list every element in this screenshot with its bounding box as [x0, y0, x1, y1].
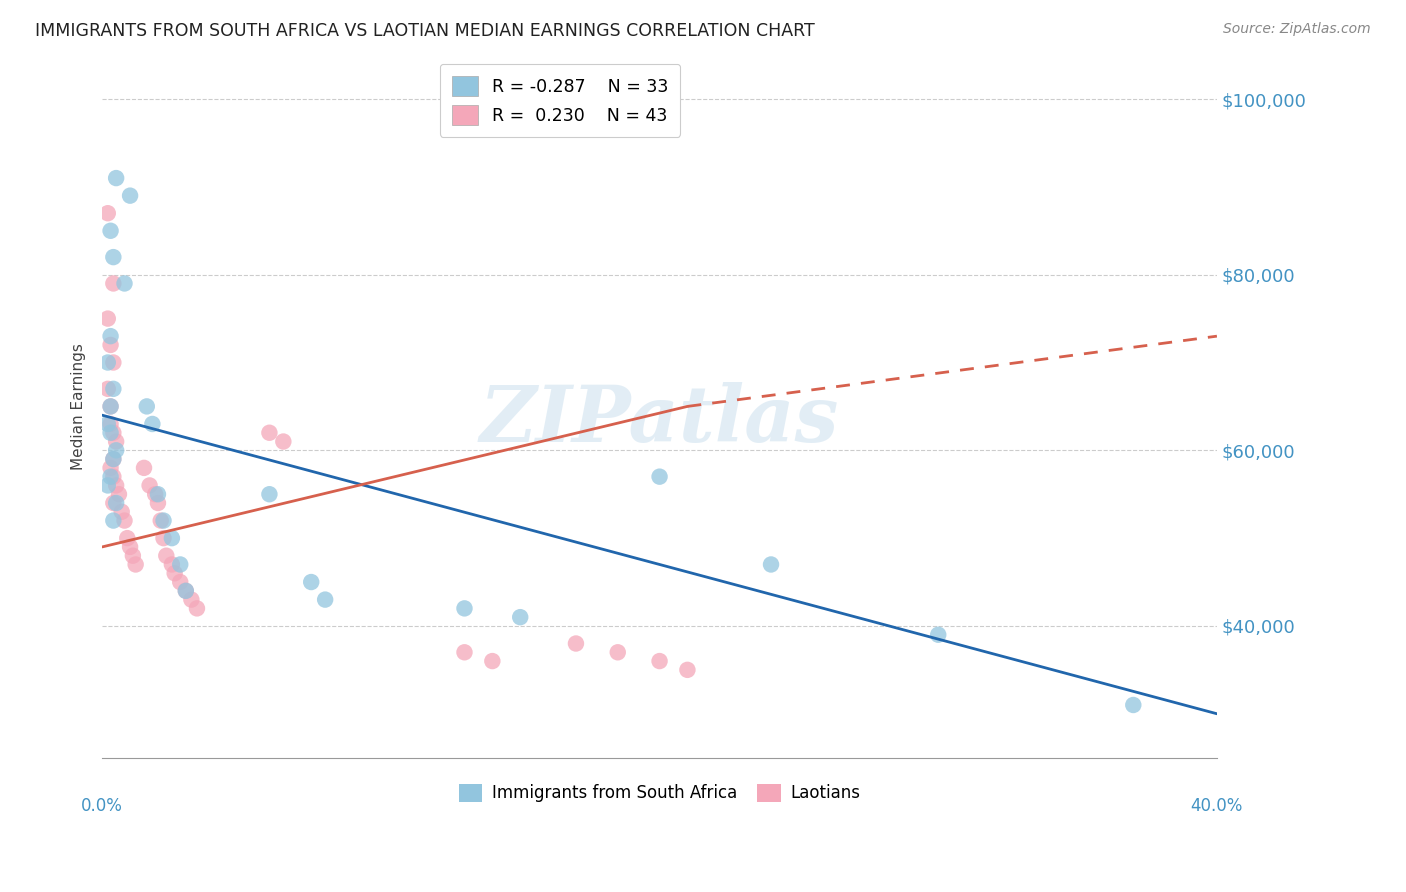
Point	[481, 654, 503, 668]
Point	[105, 434, 128, 449]
Point	[105, 478, 128, 492]
Y-axis label: Median Earnings: Median Earnings	[72, 343, 86, 470]
Point	[169, 575, 191, 590]
Text: IMMIGRANTS FROM SOUTH AFRICA VS LAOTIAN MEDIAN EARNINGS CORRELATION CHART: IMMIGRANTS FROM SOUTH AFRICA VS LAOTIAN …	[35, 22, 815, 40]
Point	[759, 558, 782, 572]
Point	[97, 206, 120, 220]
Point	[160, 558, 183, 572]
Point	[97, 478, 120, 492]
Point	[606, 645, 628, 659]
Point	[100, 338, 122, 352]
Point	[259, 425, 281, 440]
Point	[565, 636, 588, 650]
Point	[114, 514, 136, 528]
Point	[143, 487, 166, 501]
Point	[121, 549, 143, 563]
Point	[103, 452, 125, 467]
Point	[146, 487, 169, 501]
Point	[453, 601, 475, 615]
Text: ZIPatlas: ZIPatlas	[479, 382, 839, 458]
Point	[103, 514, 125, 528]
Point	[259, 487, 281, 501]
Point	[124, 558, 146, 572]
Point	[453, 645, 475, 659]
Point	[100, 461, 122, 475]
Point	[103, 355, 125, 369]
Point	[97, 417, 120, 431]
Point	[120, 540, 142, 554]
Point	[135, 400, 157, 414]
Point	[97, 382, 120, 396]
Point	[1122, 698, 1144, 712]
Point	[132, 461, 155, 475]
Point	[927, 628, 949, 642]
Point	[163, 566, 186, 581]
Point	[100, 425, 122, 440]
Point	[103, 277, 125, 291]
Point	[648, 469, 671, 483]
Point	[299, 575, 322, 590]
Point	[103, 496, 125, 510]
Point	[97, 355, 120, 369]
Point	[103, 382, 125, 396]
Point	[186, 601, 208, 615]
Text: 40.0%: 40.0%	[1191, 797, 1243, 814]
Point	[100, 224, 122, 238]
Point	[105, 443, 128, 458]
Point	[100, 417, 122, 431]
Point	[152, 531, 174, 545]
Point	[149, 514, 172, 528]
Point	[155, 549, 177, 563]
Point	[509, 610, 531, 624]
Point	[105, 496, 128, 510]
Point	[103, 469, 125, 483]
Point	[100, 329, 122, 343]
Point	[146, 496, 169, 510]
Point	[103, 250, 125, 264]
Legend: Immigrants from South Africa, Laotians: Immigrants from South Africa, Laotians	[451, 777, 868, 809]
Point	[103, 425, 125, 440]
Point	[160, 531, 183, 545]
Point	[114, 277, 136, 291]
Point	[648, 654, 671, 668]
Point	[273, 434, 295, 449]
Point	[120, 188, 142, 202]
Point	[105, 171, 128, 186]
Point	[180, 592, 202, 607]
Point	[117, 531, 139, 545]
Point	[100, 400, 122, 414]
Point	[676, 663, 699, 677]
Text: 0.0%: 0.0%	[82, 797, 124, 814]
Point	[314, 592, 336, 607]
Point	[152, 514, 174, 528]
Point	[111, 505, 134, 519]
Point	[174, 583, 197, 598]
Point	[174, 583, 197, 598]
Point	[97, 311, 120, 326]
Point	[100, 400, 122, 414]
Point	[100, 469, 122, 483]
Point	[138, 478, 160, 492]
Point	[108, 487, 131, 501]
Point	[103, 452, 125, 467]
Text: Source: ZipAtlas.com: Source: ZipAtlas.com	[1223, 22, 1371, 37]
Point	[169, 558, 191, 572]
Point	[141, 417, 163, 431]
